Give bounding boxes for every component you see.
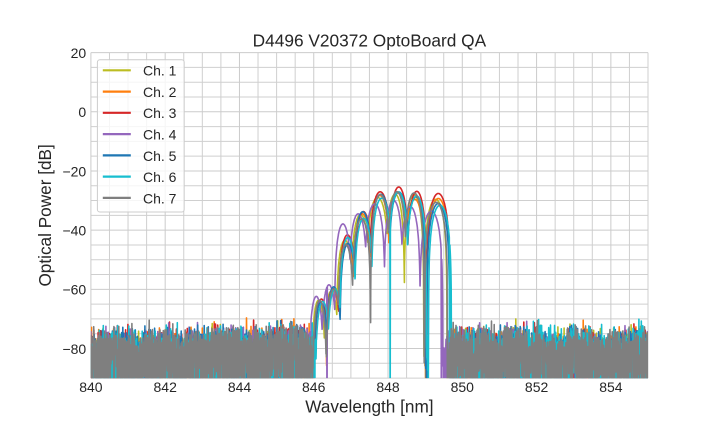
svg-text:Ch. 3: Ch. 3 [143,105,177,121]
svg-text:0: 0 [78,104,86,120]
svg-text:Optical Power [dB]: Optical Power [dB] [35,144,55,286]
svg-text:20: 20 [71,45,87,61]
svg-text:848: 848 [376,379,400,395]
svg-text:854: 854 [599,379,623,395]
svg-text:Ch. 2: Ch. 2 [143,84,177,100]
svg-text:852: 852 [525,379,549,395]
svg-text:Wavelength [nm]: Wavelength [nm] [305,397,433,417]
svg-text:−60: −60 [62,282,86,298]
svg-text:844: 844 [228,379,252,395]
svg-text:Ch. 4: Ch. 4 [143,127,177,143]
svg-text:842: 842 [154,379,178,395]
svg-text:Ch. 7: Ch. 7 [143,190,177,206]
svg-text:840: 840 [79,379,103,395]
svg-text:Ch. 5: Ch. 5 [143,148,177,164]
svg-text:Ch. 6: Ch. 6 [143,169,177,185]
svg-text:Ch. 1: Ch. 1 [143,63,177,79]
svg-text:D4496 V20372 OptoBoard QA: D4496 V20372 OptoBoard QA [253,30,487,50]
svg-text:850: 850 [451,379,475,395]
svg-text:−40: −40 [62,223,86,239]
svg-text:−80: −80 [62,341,86,357]
svg-text:846: 846 [302,379,326,395]
svg-text:−20: −20 [62,163,86,179]
